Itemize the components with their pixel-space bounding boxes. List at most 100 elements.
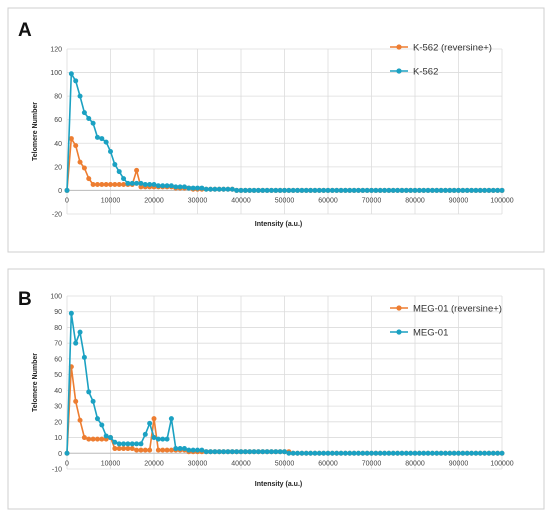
data-point (99, 182, 105, 188)
data-point (77, 417, 83, 423)
data-point (329, 187, 335, 193)
x-tick-label: 90000 (449, 460, 469, 467)
data-point (499, 187, 505, 193)
data-point (268, 187, 274, 193)
data-point (486, 450, 492, 456)
x-tick-label: 70000 (362, 197, 382, 204)
legend-label: MEG-01 (reversine+) (413, 303, 502, 314)
x-tick-label: 70000 (362, 460, 382, 467)
data-point (438, 187, 444, 193)
data-point (147, 447, 153, 453)
data-point (490, 187, 496, 193)
data-point (160, 447, 166, 453)
legend-label: K-562 (413, 66, 438, 77)
data-point (147, 182, 153, 188)
data-point (451, 450, 457, 456)
data-point (412, 450, 418, 456)
data-point (229, 186, 235, 192)
data-point (73, 78, 79, 84)
data-point (94, 182, 100, 188)
data-point (347, 450, 353, 456)
data-point (108, 182, 113, 188)
data-point (73, 340, 79, 346)
data-point (121, 441, 127, 447)
data-point (251, 187, 257, 193)
series-1 (64, 71, 505, 193)
data-point (90, 182, 96, 188)
data-point (238, 187, 244, 193)
data-point (351, 187, 357, 193)
x-tick-label: 80000 (405, 197, 425, 204)
data-point (399, 450, 405, 456)
data-point (416, 187, 422, 193)
data-point (342, 450, 348, 456)
data-point (160, 436, 166, 442)
data-point (290, 187, 296, 193)
legend-label: K-562 (reversine+) (413, 42, 492, 53)
data-point (195, 185, 200, 191)
data-point (338, 187, 344, 193)
data-point (282, 187, 287, 193)
data-point (369, 450, 374, 456)
legend: MEG-01 (reversine+) MEG-01 (390, 303, 502, 338)
data-point (342, 187, 348, 193)
data-point (434, 187, 440, 193)
data-point (234, 449, 240, 455)
data-point (138, 184, 144, 190)
data-point (442, 450, 448, 456)
y-tick-label: 100 (50, 294, 62, 301)
data-point (112, 446, 118, 452)
data-point (151, 182, 157, 188)
y-axis-title: Telomere Number (32, 353, 39, 412)
data-point (168, 416, 174, 422)
data-point (329, 450, 335, 456)
data-point (160, 183, 166, 189)
data-point (116, 169, 122, 175)
data-point (225, 186, 231, 192)
data-point (425, 187, 431, 193)
data-point (86, 176, 92, 182)
data-point (351, 450, 357, 456)
y-tick-label: 0 (58, 188, 62, 195)
data-point (403, 450, 409, 456)
data-point (81, 435, 87, 441)
data-point (181, 446, 187, 452)
data-point (142, 447, 148, 453)
data-point (155, 183, 161, 189)
chart-panel-a: A -20 0 20 40 60 80 100 120 0 10000 20000 30000 4000… (0, 0, 550, 257)
data-point (299, 187, 305, 193)
data-point (221, 186, 227, 192)
y-tick-label: 40 (54, 141, 62, 148)
data-point (312, 450, 318, 456)
data-point (373, 187, 379, 193)
data-point (255, 187, 261, 193)
data-point (495, 187, 501, 193)
x-axis-title: Intensity (a.u.) (255, 221, 302, 228)
data-point (155, 436, 161, 442)
data-point (77, 329, 83, 335)
data-point (155, 447, 161, 453)
data-point (134, 180, 140, 186)
data-point (334, 450, 340, 456)
data-point (360, 187, 366, 193)
data-point (399, 187, 405, 193)
y-tick-label: 0 (58, 451, 62, 458)
data-point (338, 450, 344, 456)
data-point (99, 136, 105, 142)
x-tick-label: 10000 (101, 460, 121, 467)
x-tick-label: 20000 (144, 460, 164, 467)
data-point (477, 187, 483, 193)
data-point (116, 441, 122, 447)
data-point (251, 449, 257, 455)
data-point (64, 450, 70, 456)
x-tick-label: 80000 (405, 460, 425, 467)
data-point (199, 185, 205, 191)
data-point (103, 433, 109, 439)
y-tick-label: 100 (50, 70, 62, 77)
data-point (355, 450, 361, 456)
y-tick-label: 70 (54, 341, 62, 348)
data-point (134, 441, 140, 447)
data-point (94, 436, 100, 442)
data-point (247, 187, 253, 193)
data-point (177, 184, 183, 190)
